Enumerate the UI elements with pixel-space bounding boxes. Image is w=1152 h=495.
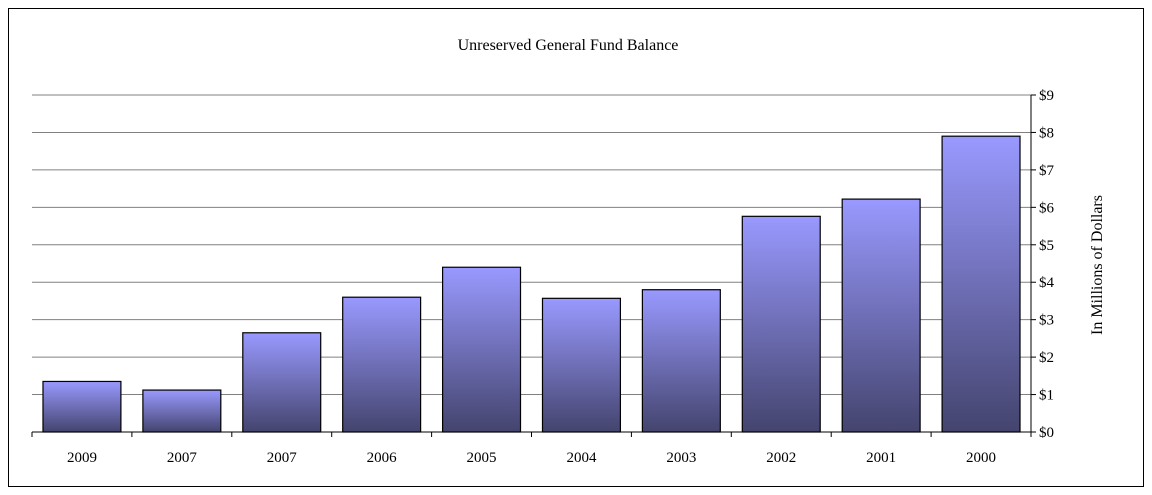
y-tick-label: $9	[1039, 88, 1054, 104]
x-tick-label: 2009	[67, 450, 97, 466]
x-tick-label: 2001	[866, 450, 896, 466]
y-tick-label: $3	[1039, 313, 1054, 329]
bar-2006-3	[342, 296, 422, 433]
bar-2002-7	[741, 215, 821, 433]
bar-2007-1	[142, 389, 222, 433]
bar-2004-5	[541, 297, 622, 433]
y-tick-label: $1	[1039, 388, 1054, 404]
y-tick-label: $6	[1039, 200, 1055, 216]
y-axis-title: In Millions of Dollars	[1089, 195, 1106, 335]
x-tick-label: 2003	[666, 450, 696, 466]
x-tick-label: 2007	[267, 450, 298, 466]
bar-2005-4	[441, 266, 522, 433]
x-tick-label: 2006	[367, 450, 398, 466]
x-tick-labels: 2009 2007 2007 2006 2005 2004 2003 2002 2001 2000	[67, 450, 996, 466]
x-tick-label: 2007	[167, 450, 198, 466]
x-tick-label: 2004	[566, 450, 597, 466]
y-tick-label: $0	[1039, 425, 1054, 441]
y-tick-label: $8	[1039, 125, 1054, 141]
bar-2003-6	[641, 289, 721, 433]
y-tick-label: $2	[1039, 350, 1054, 366]
y-tick-label: $5	[1039, 238, 1054, 254]
axes	[31, 94, 1036, 437]
bar-2001-8	[841, 198, 921, 433]
y-tick-label: $4	[1039, 275, 1055, 291]
x-tick-label: 2000	[966, 450, 996, 466]
bars	[42, 135, 1021, 433]
bar-2000-9	[941, 135, 1021, 433]
y-tick-label: $7	[1039, 163, 1055, 179]
chart-title: Unreserved General Fund Balance	[458, 37, 679, 54]
bar-2007-2	[242, 332, 322, 433]
x-tick-label: 2002	[766, 450, 796, 466]
bar-2009-0	[42, 380, 122, 433]
x-tick-label: 2005	[467, 450, 497, 466]
y-tick-labels: $0 $1 $2 $3 $4 $5 $6 $7 $8 $9	[1039, 88, 1055, 441]
